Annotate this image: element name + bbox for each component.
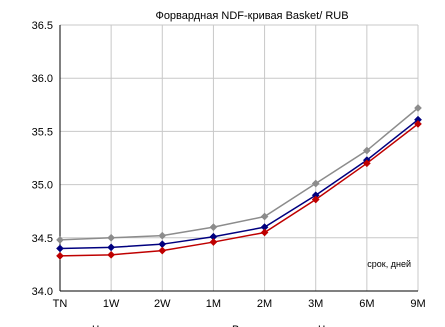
x-tick-label: 1W	[103, 298, 120, 310]
x-tick-label: 1M	[206, 298, 221, 310]
legend-label: Ч	[92, 324, 99, 327]
x-tick-label: TN	[53, 298, 68, 310]
series-line	[59, 119, 419, 250]
data-point	[56, 235, 64, 244]
x-tick-label: 6M	[359, 298, 374, 310]
data-point	[209, 223, 218, 232]
data-point	[414, 119, 422, 128]
data-point	[107, 233, 116, 242]
legend-label: Ч	[318, 324, 325, 327]
data-point	[260, 228, 269, 237]
x-tick-label: 2W	[154, 298, 171, 310]
data-point	[311, 179, 320, 188]
data-point	[414, 104, 422, 112]
data-point	[158, 246, 167, 255]
data-point	[209, 238, 218, 247]
data-point	[311, 195, 320, 204]
x-tick-label: 2M	[257, 298, 272, 310]
y-tick-label: 36.0	[32, 73, 53, 85]
series-line	[59, 107, 419, 241]
y-tick-label: 36.5	[32, 20, 53, 32]
data-point	[107, 250, 116, 259]
x-tick-label: 9M	[410, 298, 425, 310]
legend-label: В	[232, 324, 239, 327]
y-tick-label: 35.5	[32, 126, 53, 138]
chart-title: Форвардная NDF-кривая Basket/ RUB	[155, 10, 348, 22]
series-line	[59, 123, 419, 257]
x-tick-label: 3M	[308, 298, 323, 310]
y-tick-label: 34.0	[32, 286, 53, 298]
tick-labels: 34.0 34.5 35.0 35.5 36.0 36.5 TN 1W 2W 1M 2M 3M 6M 9M	[32, 20, 426, 310]
term-annotation: срок, дней	[367, 259, 411, 269]
data-point	[362, 146, 371, 155]
series-layer	[56, 104, 422, 260]
y-tick-label: 35.0	[32, 180, 53, 192]
data-point	[260, 212, 269, 221]
data-point	[158, 231, 167, 240]
data-point	[56, 251, 64, 260]
y-tick-label: 34.5	[32, 233, 53, 245]
legend: ЧВЧ	[92, 324, 325, 327]
data-point	[362, 159, 371, 168]
